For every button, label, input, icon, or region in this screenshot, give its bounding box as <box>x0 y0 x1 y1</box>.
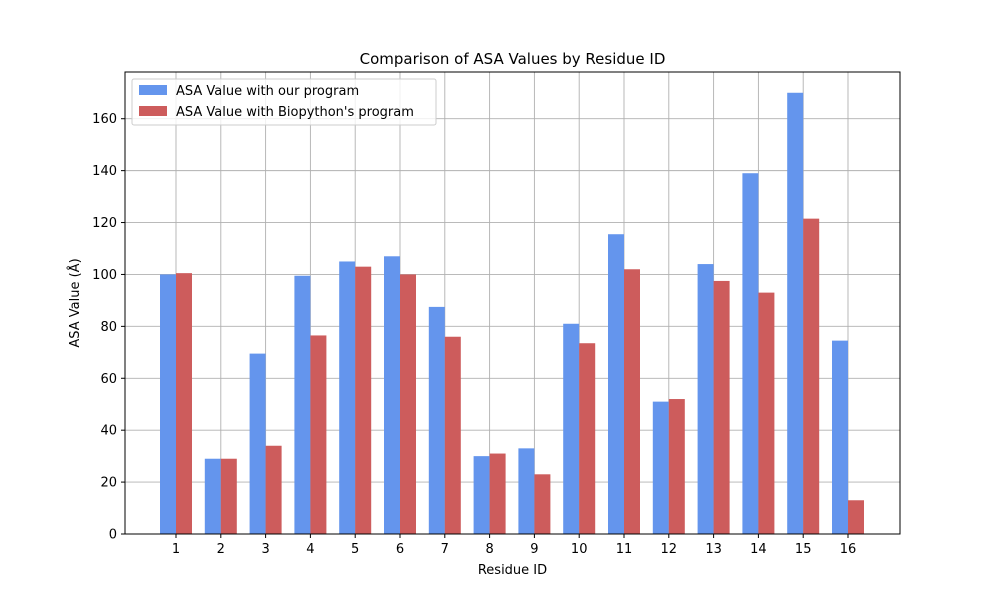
bar-our-program <box>428 306 445 534</box>
bar-our-program <box>249 353 266 534</box>
chart-title: Comparison of ASA Values by Residue ID <box>360 50 666 68</box>
bar-biopython <box>803 218 820 535</box>
bar-biopython <box>265 445 282 534</box>
legend-swatch-biopython <box>139 106 167 116</box>
bar-our-program <box>742 173 759 534</box>
bar-biopython <box>713 280 730 534</box>
y-tick-label: 60 <box>100 372 117 387</box>
bar-biopython <box>400 274 416 534</box>
legend-label-biopython: ASA Value with Biopython's program <box>176 105 414 120</box>
x-tick-label: 5 <box>351 542 359 557</box>
x-tick-label: 14 <box>750 542 767 557</box>
y-tick-label: 40 <box>100 424 117 439</box>
legend: ASA Value with our program ASA Value wit… <box>131 78 437 126</box>
legend-swatch-our-program <box>139 85 167 95</box>
bar-our-program <box>608 234 624 534</box>
y-tick-label: 80 <box>100 320 117 335</box>
bar-our-program <box>294 275 311 534</box>
x-tick-label: 11 <box>616 542 633 557</box>
bar-biopython <box>355 266 372 534</box>
y-tick-label: 100 <box>92 268 117 283</box>
bar-biopython <box>444 336 461 534</box>
bar-biopython <box>758 292 775 534</box>
bar-our-program <box>384 256 400 534</box>
x-tick-label: 16 <box>840 542 857 557</box>
bar-biopython <box>310 335 327 534</box>
bar-biopython <box>668 399 685 534</box>
bar-biopython <box>534 474 551 534</box>
bar-biopython <box>624 269 640 534</box>
x-tick-label: 15 <box>795 542 812 557</box>
bar-our-program <box>652 401 669 534</box>
x-tick-label: 7 <box>441 542 449 557</box>
bar-biopython <box>579 343 596 534</box>
bar-our-program <box>787 92 804 535</box>
x-axis-label: Residue ID <box>478 563 547 578</box>
x-tick-label: 10 <box>571 542 588 557</box>
bar-our-program <box>339 261 356 534</box>
bar-our-program <box>204 458 221 534</box>
y-tick-label: 20 <box>100 476 117 491</box>
x-tick-label: 8 <box>485 542 493 557</box>
y-tick-label: 0 <box>109 528 117 543</box>
plot-frame <box>124 71 901 535</box>
y-tick-label: 140 <box>92 164 117 179</box>
y-tick-label: 160 <box>92 112 117 127</box>
bar-our-program <box>518 448 535 534</box>
x-tick-label: 12 <box>661 542 678 557</box>
legend-label-our-program: ASA Value with our program <box>176 84 359 99</box>
y-axis-label: ASA Value (Å) <box>67 258 83 347</box>
x-tick-label: 9 <box>530 542 538 557</box>
x-tick-label: 6 <box>396 542 404 557</box>
y-tick-label: 120 <box>92 216 117 231</box>
bar-our-program <box>697 264 714 534</box>
bar-our-program <box>473 456 490 534</box>
x-tick-label: 1 <box>172 542 180 557</box>
bar-biopython <box>489 453 506 534</box>
bar-our-program <box>832 340 848 534</box>
bar-our-program <box>160 274 176 534</box>
bar-biopython <box>176 273 192 534</box>
legend-frame <box>131 78 437 126</box>
bars-layer <box>160 92 864 535</box>
x-tick-label: 13 <box>705 542 722 557</box>
bar-biopython <box>848 500 864 534</box>
x-tick-label: 2 <box>217 542 225 557</box>
x-tick-label: 4 <box>306 542 314 557</box>
x-tick-label: 3 <box>261 542 269 557</box>
bar-biopython <box>220 458 237 534</box>
bar-our-program <box>563 323 580 534</box>
